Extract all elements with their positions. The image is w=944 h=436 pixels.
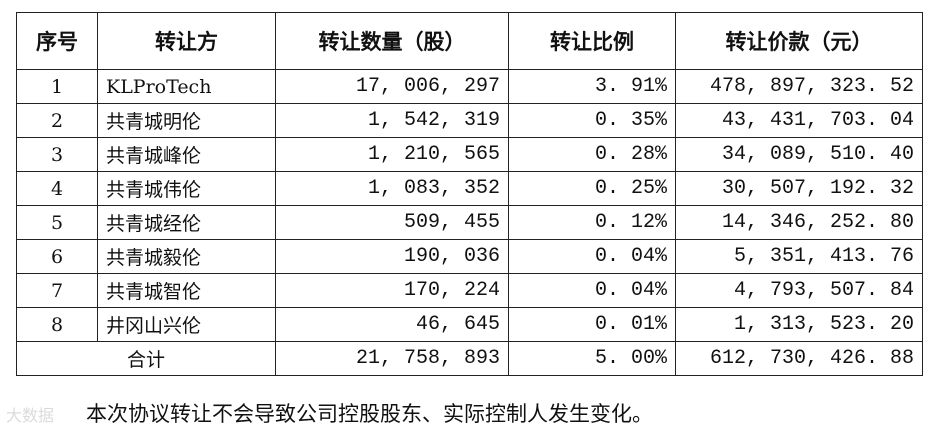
table-row: 5 共青城经伦 509, 455 0. 12% 14, 346, 252. 80 — [16, 205, 923, 240]
cell-index: 3 — [16, 137, 98, 172]
cell-index: 4 — [16, 171, 98, 206]
cell-price: 43, 431, 703. 04 — [675, 103, 923, 138]
table-row: 4 共青城伟伦 1, 083, 352 0. 25% 30, 507, 192. 32 — [16, 171, 923, 206]
cell-shares: 46, 645 — [275, 307, 509, 342]
cell-shares: 1, 210, 565 — [275, 137, 509, 172]
header-ratio: 转让比例 — [508, 12, 676, 70]
cell-index: 5 — [16, 205, 98, 240]
total-label: 合计 — [16, 341, 276, 376]
cell-ratio: 0. 04% — [508, 239, 676, 274]
header-shares: 转让数量（股） — [275, 12, 509, 70]
table-row: 2 共青城明伦 1, 542, 319 0. 35% 43, 431, 703. 04 — [16, 103, 923, 138]
table-row: 3 共青城峰伦 1, 210, 565 0. 28% 34, 089, 510. 40 — [16, 137, 923, 172]
table-row: 1 KLProTech 17, 006, 297 3. 91% 478, 897, 32… — [16, 69, 923, 104]
cell-price: 478, 897, 323. 52 — [675, 69, 923, 104]
cell-index: 7 — [16, 273, 98, 308]
cell-ratio: 0. 12% — [508, 205, 676, 240]
header-transferor: 转让方 — [97, 12, 276, 70]
transfer-table: 序号 转让方 转让数量（股） 转让比例 转让价款（元） 1 KLProTech 17… — [16, 12, 923, 376]
cell-shares: 170, 224 — [275, 273, 509, 308]
cell-ratio: 0. 04% — [508, 273, 676, 308]
table-row: 8 井冈山兴伦 46, 645 0. 01% 1, 313, 523. 20 — [16, 307, 923, 342]
cell-ratio: 0. 28% — [508, 137, 676, 172]
cell-price: 5, 351, 413. 76 — [675, 239, 923, 274]
cell-transferor: 共青城峰伦 — [97, 137, 276, 172]
table-row: 6 共青城毅伦 190, 036 0. 04% 5, 351, 413. 76 — [16, 239, 923, 274]
cell-price: 34, 089, 510. 40 — [675, 137, 923, 172]
cell-index: 2 — [16, 103, 98, 138]
watermark: 大数据 — [6, 406, 55, 425]
cell-transferor: 井冈山兴伦 — [97, 307, 276, 342]
cell-transferor: 共青城智伦 — [97, 273, 276, 308]
cell-ratio: 3. 91% — [508, 69, 676, 104]
total-shares: 21, 758, 893 — [275, 341, 509, 376]
cell-index: 6 — [16, 239, 98, 274]
cell-transferor: 共青城毅伦 — [97, 239, 276, 274]
cell-price: 4, 793, 507. 84 — [675, 273, 923, 308]
cell-price: 30, 507, 192. 32 — [675, 171, 923, 206]
header-row: 序号 转让方 转让数量（股） 转让比例 转让价款（元） — [16, 12, 923, 70]
total-price: 612, 730, 426. 88 — [675, 341, 923, 376]
cell-ratio: 0. 35% — [508, 103, 676, 138]
header-price: 转让价款（元） — [675, 12, 923, 70]
table-row: 7 共青城智伦 170, 224 0. 04% 4, 793, 507. 84 — [16, 273, 923, 308]
cell-ratio: 0. 01% — [508, 307, 676, 342]
cell-shares: 1, 542, 319 — [275, 103, 509, 138]
cell-shares: 190, 036 — [275, 239, 509, 274]
header-index: 序号 — [16, 12, 98, 70]
cell-shares: 509, 455 — [275, 205, 509, 240]
cell-shares: 17, 006, 297 — [275, 69, 509, 104]
cell-index: 1 — [16, 69, 98, 104]
cell-shares: 1, 083, 352 — [275, 171, 509, 206]
cell-price: 1, 313, 523. 20 — [675, 307, 923, 342]
cell-transferor: 共青城伟伦 — [97, 171, 276, 206]
cell-ratio: 0. 25% — [508, 171, 676, 206]
cell-price: 14, 346, 252. 80 — [675, 205, 923, 240]
note-text: 本次协议转让不会导致公司控股股东、实际控制人发生变化。 — [86, 402, 653, 426]
cell-transferor: 共青城明伦 — [97, 103, 276, 138]
total-row: 合计 21, 758, 893 5. 00% 612, 730, 426. 88 — [16, 341, 923, 376]
cell-transferor: KLProTech — [97, 69, 276, 104]
total-ratio: 5. 00% — [508, 341, 676, 376]
cell-index: 8 — [16, 307, 98, 342]
cell-transferor: 共青城经伦 — [97, 205, 276, 240]
